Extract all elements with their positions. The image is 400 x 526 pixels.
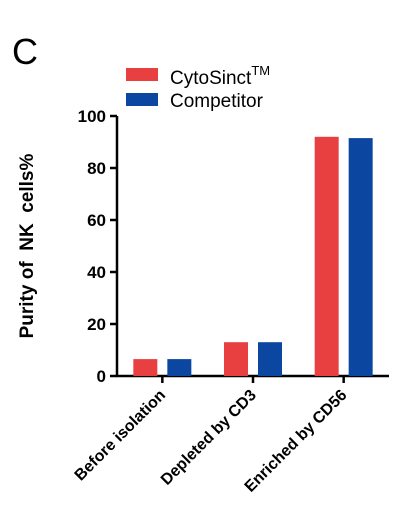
- legend: CytoSinctTM Competitor: [126, 63, 270, 112]
- bar-competitor: [258, 342, 282, 376]
- y-tick-label: 100: [78, 107, 106, 126]
- legend-label-cytosinct-text: CytoSinct: [170, 68, 252, 89]
- y-axis-label: Purity of NK cells%: [17, 154, 38, 339]
- y-tick-label: 80: [87, 159, 106, 178]
- panel-label: C: [12, 31, 38, 72]
- legend-label-cytosinct: CytoSinctTM: [170, 63, 270, 89]
- bar-competitor: [348, 138, 373, 376]
- y-tick-label: 20: [87, 315, 106, 334]
- bar-cytosinct: [133, 359, 158, 376]
- bars: [133, 136, 373, 376]
- bar-cytosinct: [314, 136, 339, 376]
- x-tick-label: Before isolation: [72, 387, 170, 485]
- y-tick-label: 60: [87, 211, 106, 230]
- y-tick-label: 40: [87, 263, 106, 282]
- legend-label-cytosinct-superscript: TM: [251, 63, 270, 78]
- y-ticks: 0 20 40 60 80 100: [78, 107, 117, 386]
- x-tick-label: Depleted by CD3: [158, 387, 260, 489]
- bar-competitor: [167, 359, 192, 376]
- legend-swatch-cytosinct: [126, 68, 158, 81]
- legend-swatch-competitor: [126, 93, 158, 106]
- bar-cytosinct: [224, 342, 248, 376]
- legend-label-competitor: Competitor: [170, 91, 264, 112]
- x-tick-label: Enriched by CD56: [242, 387, 351, 496]
- y-tick-label: 0: [97, 367, 106, 386]
